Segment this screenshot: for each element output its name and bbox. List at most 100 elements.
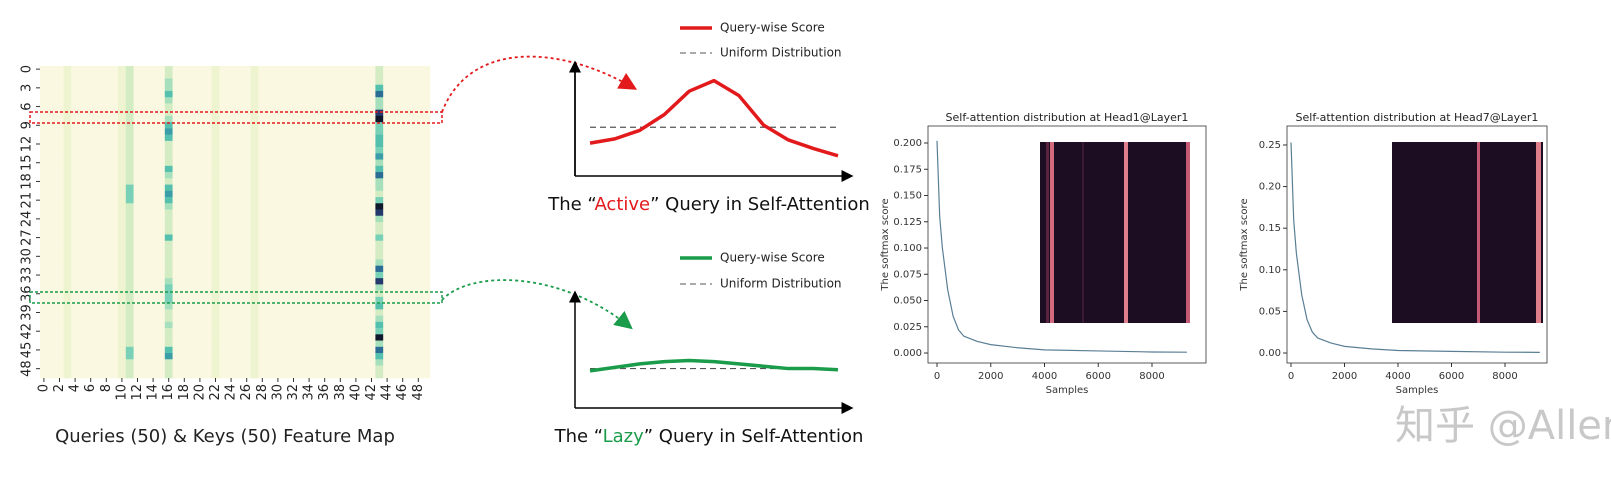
heatmap-cell (172, 190, 181, 198)
heatmap-cell (359, 253, 368, 260)
y-tick-label: 39 (20, 304, 35, 321)
x-tick-label: 8 (99, 384, 114, 392)
heatmap-cell (110, 72, 119, 79)
heatmap-cell (289, 72, 298, 79)
heatmap-cell (235, 228, 244, 235)
heatmap-cell (71, 72, 80, 79)
heatmap-cell (391, 90, 400, 98)
heatmap-cell (203, 97, 212, 104)
heatmap-cell (55, 340, 64, 348)
heatmap-cell (180, 209, 189, 217)
heatmap-cell (305, 259, 314, 266)
heatmap-cell (211, 134, 220, 142)
heatmap-cell (235, 78, 244, 86)
heatmap-cell (352, 66, 361, 73)
heatmap-cell (359, 346, 368, 354)
heatmap-cell (313, 153, 322, 160)
heatmap-cell (289, 90, 298, 98)
heatmap-cell (375, 246, 384, 254)
heatmap-cell (63, 222, 72, 229)
heatmap-cell (110, 165, 119, 173)
heatmap-cell (242, 265, 251, 273)
heatmap-cell (188, 128, 197, 135)
heatmap-cell (94, 371, 103, 379)
heatmap-cell (281, 97, 290, 104)
heatmap-cell (391, 153, 400, 160)
heatmap-cell (281, 340, 290, 348)
heatmap-cell (149, 340, 158, 348)
heatmap-cell (172, 172, 181, 179)
heatmap-cell (219, 228, 228, 235)
heatmap-cell (320, 197, 329, 204)
heatmap-cell (281, 334, 290, 341)
heatmap-cell (203, 340, 212, 348)
heatmap-cell (196, 84, 205, 92)
heatmap-cell (297, 165, 306, 173)
heatmap-cell (180, 371, 189, 379)
heatmap-cell (71, 371, 80, 379)
heatmap-cell (258, 271, 267, 279)
heatmap-cell (102, 240, 111, 248)
heatmap-cell (281, 190, 290, 198)
heatmap-cell (133, 165, 142, 173)
heatmap-cell (250, 353, 259, 360)
heatmap-cell (188, 172, 197, 179)
title-part: Active (594, 194, 650, 215)
heatmap-cell (336, 109, 345, 117)
heatmap-cell (219, 197, 228, 204)
heatmap-cell (141, 203, 150, 210)
heatmap-cell (63, 278, 72, 285)
heatmap-cell (196, 265, 205, 273)
heatmap-cell (71, 197, 80, 204)
x-tick-label: 44 (380, 384, 395, 401)
heatmap-cell (55, 222, 64, 229)
heatmap-cell (63, 90, 72, 98)
heatmap-cell (219, 215, 228, 223)
heatmap-cell (102, 128, 111, 135)
heatmap-cell (227, 371, 236, 379)
heatmap-cell (110, 178, 119, 185)
heatmap-cell (320, 340, 329, 348)
heatmap-cell (398, 122, 407, 129)
y-tick-label: 21 (20, 192, 35, 209)
heatmap-cell (211, 78, 220, 86)
heatmap-cell (367, 309, 376, 316)
heatmap-cell (71, 303, 80, 310)
heatmap-cell (391, 72, 400, 79)
heatmap-cell (336, 259, 345, 266)
heatmap-cell (414, 103, 423, 110)
heatmap-cell (274, 346, 283, 354)
heatmap-cell (227, 134, 236, 142)
heatmap-cell (250, 184, 259, 192)
heatmap-cell (328, 172, 337, 179)
heatmap-cell (328, 328, 337, 335)
heatmap-cell (328, 84, 337, 92)
heatmap-cell (40, 315, 49, 323)
heatmap-cell (149, 328, 158, 335)
heatmap-cell (47, 72, 56, 79)
heatmap-cell (47, 78, 56, 86)
heatmap-cell (133, 115, 142, 123)
heatmap-cell (133, 203, 142, 210)
heatmap-cell (133, 72, 142, 79)
heatmap-cell (367, 209, 376, 217)
heatmap-cell (289, 246, 298, 254)
heatmap-cell (79, 190, 88, 198)
heatmap-cell (391, 78, 400, 86)
heatmap-cell (305, 328, 314, 335)
heatmap-cell (47, 109, 56, 117)
heatmap-cell (352, 190, 361, 198)
heatmap-cell (274, 246, 283, 254)
heatmap-cell (344, 122, 353, 129)
heatmap-cell (63, 153, 72, 160)
heatmap-cell (188, 309, 197, 316)
heatmap-cell (289, 334, 298, 341)
heatmap-cell (118, 234, 127, 242)
watermark: 知乎 @Allen (1395, 403, 1611, 449)
heatmap-cell (383, 203, 392, 210)
heatmap-cell (71, 234, 80, 242)
heatmap-cell (227, 259, 236, 266)
heatmap-cell (391, 296, 400, 304)
heatmap-cell (367, 246, 376, 254)
heatmap-cell (180, 222, 189, 229)
